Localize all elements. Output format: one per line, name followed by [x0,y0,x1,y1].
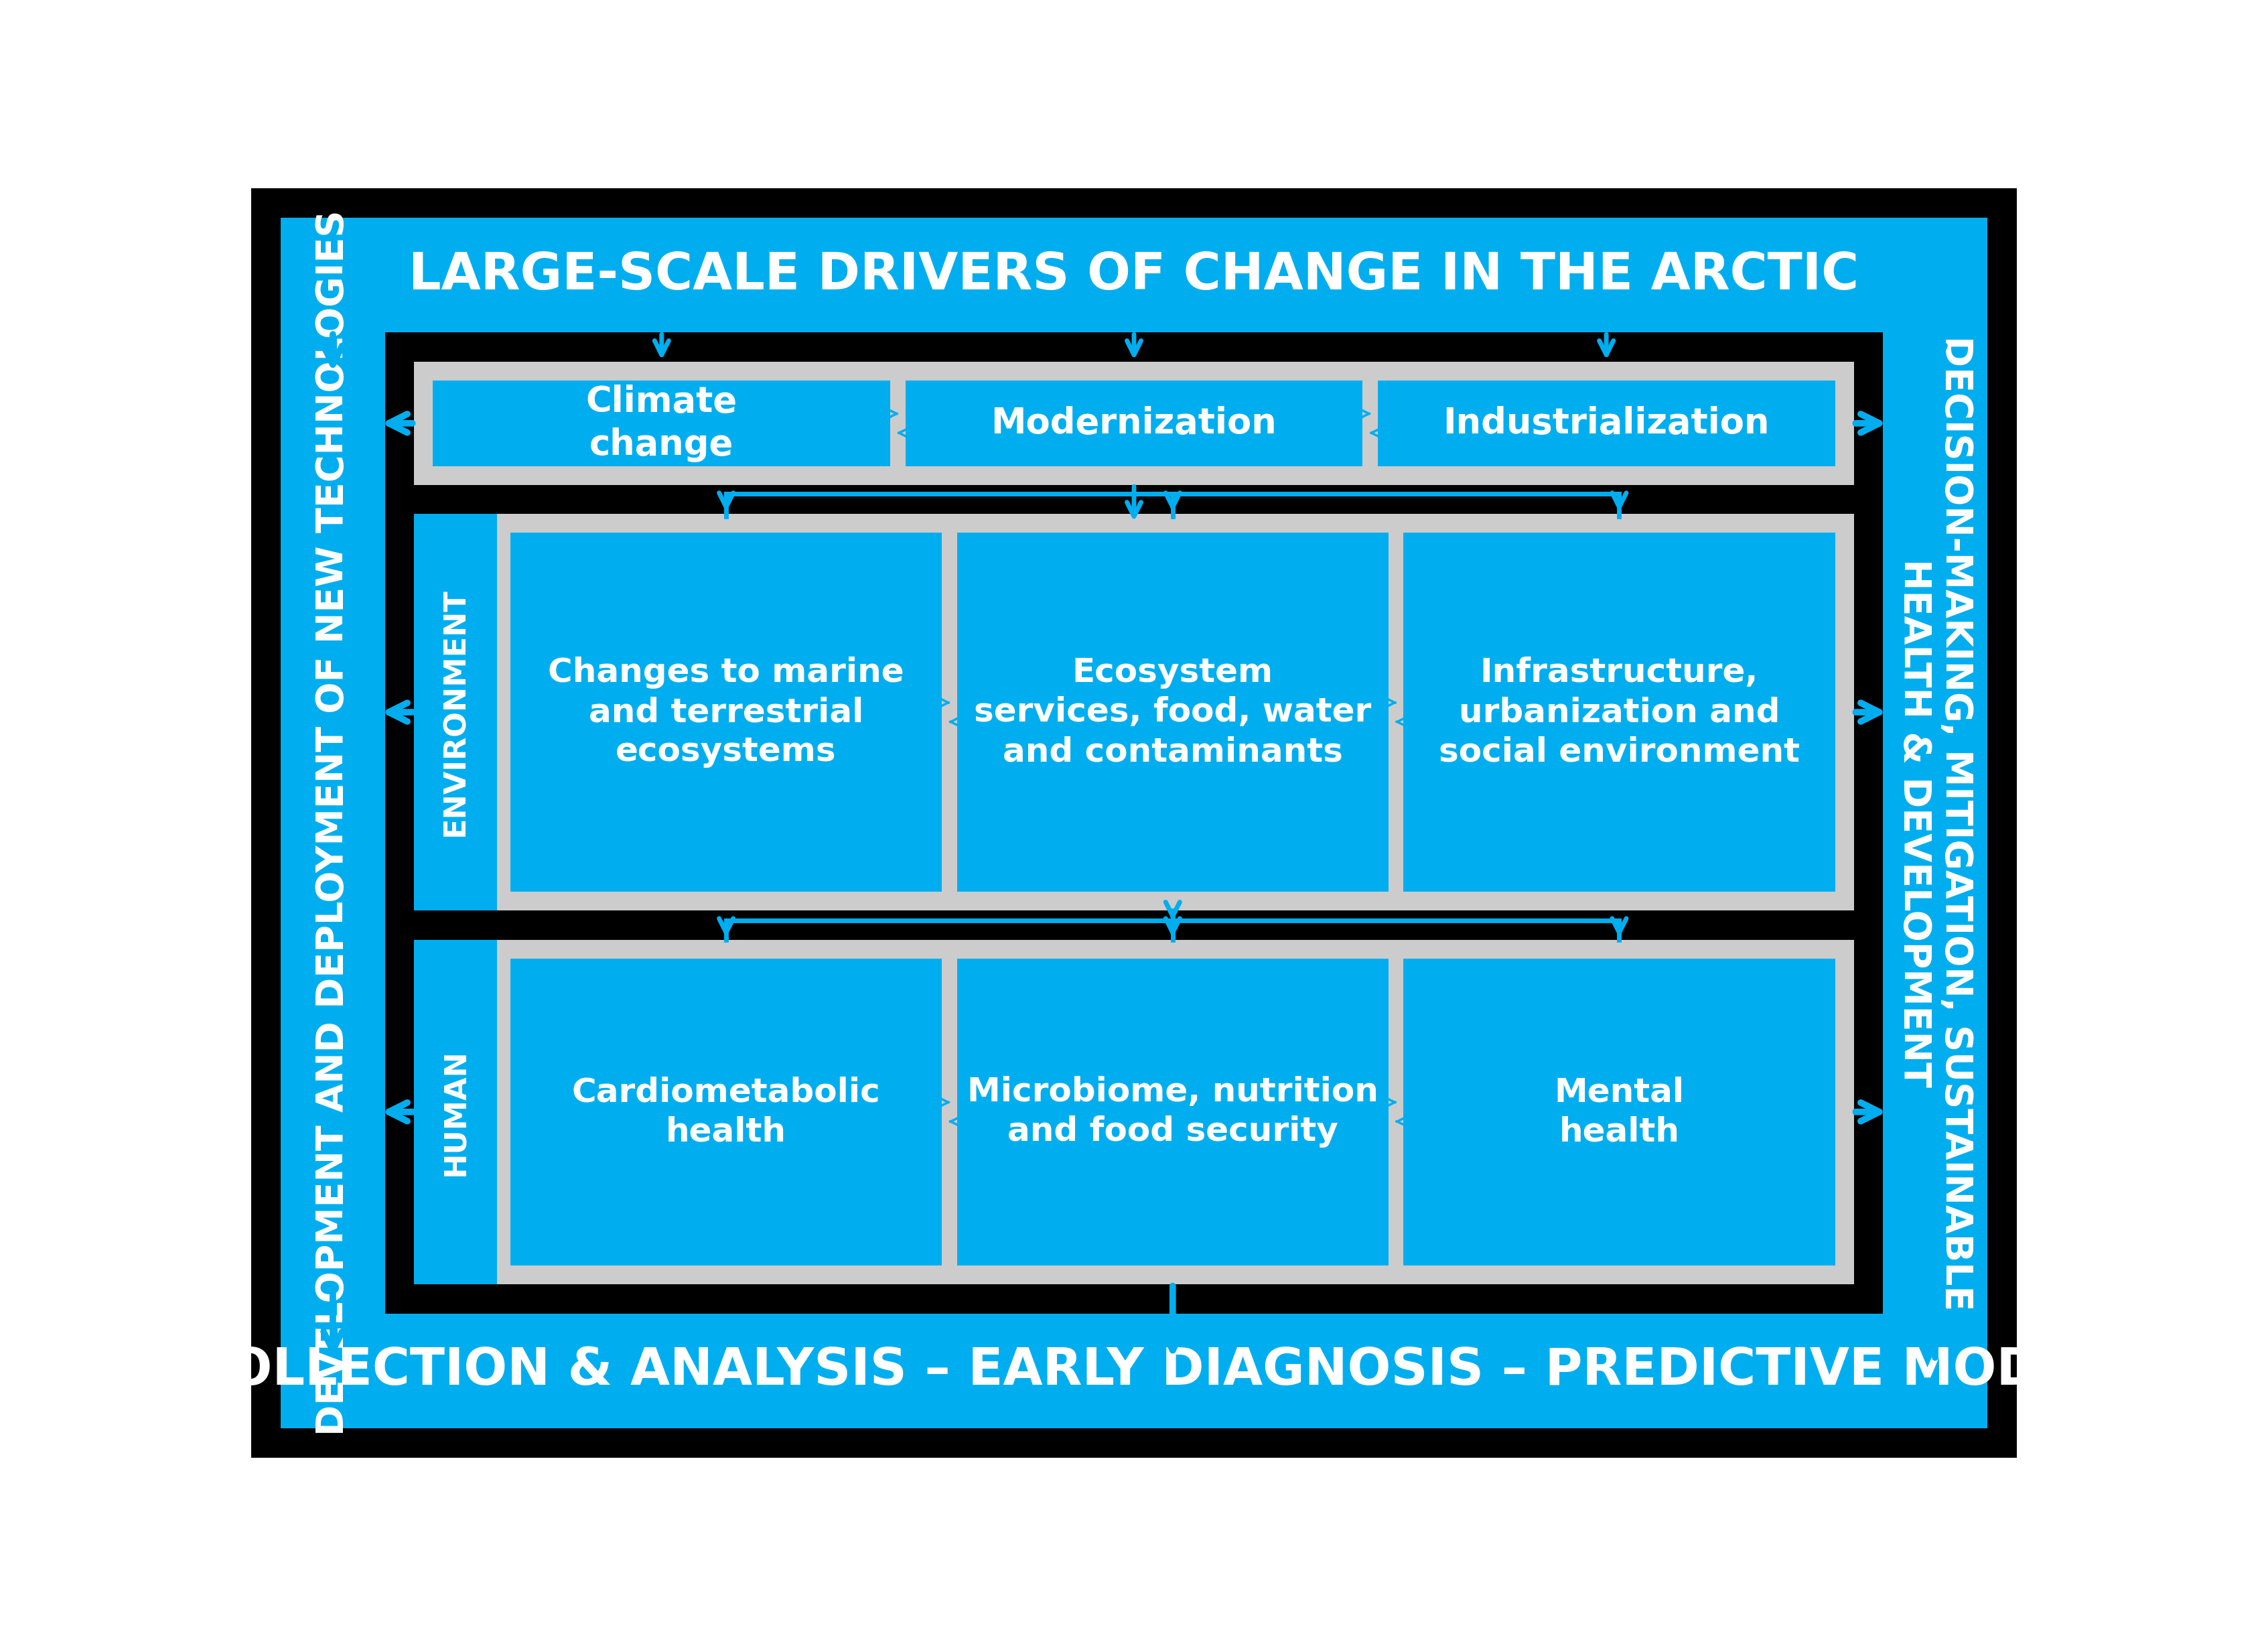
Text: Ecosystem
services, food, water
and contaminants: Ecosystem services, food, water and cont… [973,657,1372,769]
Bar [1882,217,1987,1429]
Text: Infrastructure,
urbanization and
social environment: Infrastructure, urbanization and social … [1438,657,1801,769]
Text: Mental
health: Mental health [1554,1076,1685,1147]
Bar [281,1314,1987,1429]
Bar [415,362,1853,484]
Bar [433,380,891,466]
Text: ENVIRONMENT: ENVIRONMENT [442,588,469,836]
Bar [905,380,1363,466]
Bar [281,217,386,1429]
Bar [415,940,497,1284]
Bar [415,514,497,910]
Text: Changes to marine
and terrestrial
ecosystems: Changes to marine and terrestrial ecosys… [549,657,905,769]
Bar [1404,533,1835,892]
Bar [281,217,1987,332]
Bar [415,514,1853,910]
Bar [415,940,1853,1284]
Text: DEVELOPMENT AND DEPLOYMENT OF NEW TECHNOLOGIES: DEVELOPMENT AND DEPLOYMENT OF NEW TECHNO… [315,211,352,1435]
Bar [1404,958,1835,1266]
Bar [510,958,941,1266]
Text: Climate
change: Climate change [585,385,737,463]
Bar [510,533,941,892]
Text: DATA COLLECTION & ANALYSIS – EARLY DIAGNOSIS – PREDICTIVE MODELLING: DATA COLLECTION & ANALYSIS – EARLY DIAGN… [25,1346,2243,1396]
Text: Industrialization: Industrialization [1442,407,1769,441]
Bar [957,533,1388,892]
Text: LARGE-SCALE DRIVERS OF CHANGE IN THE ARCTIC: LARGE-SCALE DRIVERS OF CHANGE IN THE ARC… [408,250,1860,300]
Text: Cardiometabolic
health: Cardiometabolic health [572,1076,880,1147]
Bar [957,958,1388,1266]
Bar [1377,380,1835,466]
Text: Microbiome, nutrition
and food security: Microbiome, nutrition and food security [966,1076,1379,1147]
Text: HUMAN: HUMAN [442,1049,469,1175]
Text: Modernization: Modernization [991,407,1277,441]
Text: DECISION-MAKING, MITIGATION, SUSTAINABLE
HEALTH & DEVELOPMENT: DECISION-MAKING, MITIGATION, SUSTAINABLE… [1896,336,1973,1310]
